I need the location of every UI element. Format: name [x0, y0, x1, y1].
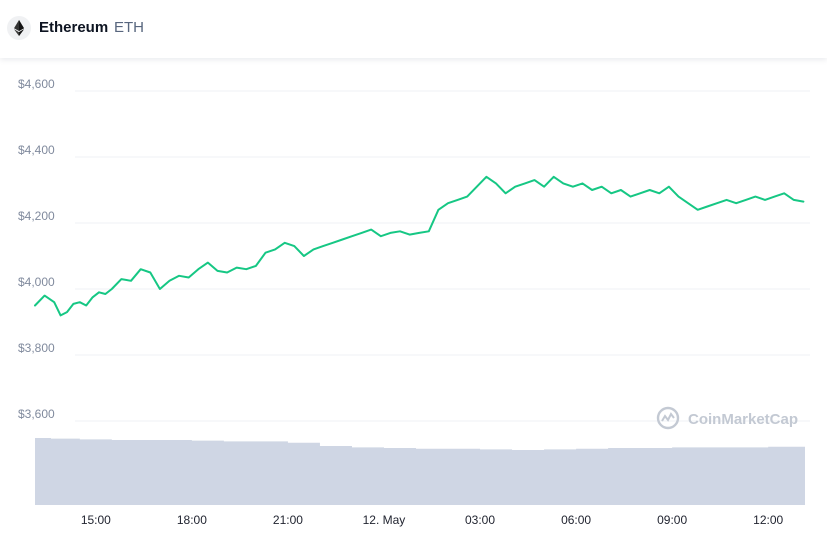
watermark-text: CoinMarketCap [688, 411, 798, 428]
price-line[interactable] [34, 175, 805, 317]
volume-area-fill [35, 438, 805, 505]
x-tick-label: 09:00 [657, 513, 687, 527]
volume-area [35, 438, 805, 505]
coinmarketcap-logo-icon [656, 406, 680, 430]
y-tick-label: $4,200 [18, 209, 55, 223]
x-tick-label: 06:00 [561, 513, 591, 527]
x-axis: 15:00 18:00 21:00 12. May 03:00 06:00 09:00 12:… [81, 513, 784, 527]
x-tick-label: 12. May [363, 513, 406, 527]
x-tick-label: 12:00 [753, 513, 783, 527]
y-tick-label: $4,600 [18, 77, 55, 91]
x-tick-label: 21:00 [273, 513, 303, 527]
price-line-series[interactable] [34, 175, 805, 317]
x-tick-label: 15:00 [81, 513, 111, 527]
y-tick-label: $4,400 [18, 143, 55, 157]
y-tick-label: $4,000 [18, 275, 55, 289]
y-axis: $4,600 $4,400 $4,200 $4,000 $3,800 $3,600 [18, 77, 55, 421]
y-tick-label: $3,600 [18, 407, 55, 421]
x-tick-label: 18:00 [177, 513, 207, 527]
coin-symbol: ETH [114, 19, 144, 36]
y-tick-label: $3,800 [18, 341, 55, 355]
coin-header: Ethereum ETH [0, 0, 827, 58]
ethereum-icon [7, 16, 31, 40]
coin-name: Ethereum [39, 19, 109, 36]
x-tick-label: 03:00 [465, 513, 495, 527]
gridlines [75, 90, 810, 422]
watermark: CoinMarketCap [656, 406, 798, 430]
